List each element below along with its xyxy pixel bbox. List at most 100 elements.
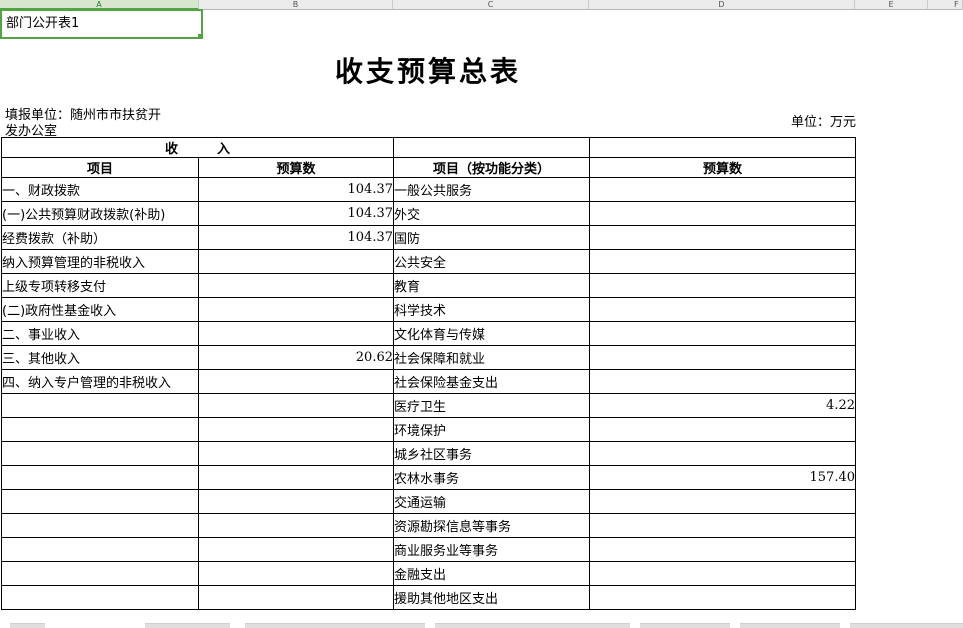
income-value-cell[interactable] xyxy=(198,273,394,298)
table-row: 援助其他地区支出 xyxy=(1,585,856,610)
income-item-cell[interactable] xyxy=(1,489,199,514)
expense-item-cell[interactable]: 城乡社区事务 xyxy=(393,441,590,466)
income-value-cell[interactable] xyxy=(198,321,394,346)
expense-value-cell[interactable] xyxy=(589,321,856,346)
section-header-empty-cell-2[interactable] xyxy=(589,137,856,158)
column-header-item[interactable]: 项目 xyxy=(1,157,199,178)
budget-table: 收 入 项目 预算数 项目（按功能分类） 预算数 一、财政拨款 104.37 一般公… xyxy=(1,137,856,610)
unit-note-cell[interactable]: 单位：万元 xyxy=(790,115,856,130)
income-item-cell[interactable] xyxy=(1,537,199,562)
income-item-cell[interactable] xyxy=(1,441,199,466)
expense-item-cell[interactable]: 资源勘探信息等事务 xyxy=(393,513,590,538)
income-item-cell[interactable]: 纳入预算管理的非税收入 xyxy=(1,249,199,274)
expense-value-cell[interactable] xyxy=(589,345,856,370)
bottom-strip-segment xyxy=(850,623,963,628)
expense-item-cell[interactable]: 文化体育与传媒 xyxy=(393,321,590,346)
expense-item-cell[interactable]: 医疗卫生 xyxy=(393,393,590,418)
table-column-header-row: 项目 预算数 项目（按功能分类） 预算数 xyxy=(1,157,856,178)
income-item-cell[interactable]: 二、事业收入 xyxy=(1,321,199,346)
expense-value-cell[interactable] xyxy=(589,561,856,586)
income-value-cell[interactable] xyxy=(198,441,394,466)
income-value-cell[interactable] xyxy=(198,297,394,322)
income-value-cell[interactable] xyxy=(198,585,394,610)
income-item-cell[interactable] xyxy=(1,561,199,586)
page-title[interactable]: 收支预算总表 xyxy=(334,55,521,88)
expense-item-cell[interactable]: 援助其他地区支出 xyxy=(393,585,590,610)
bottom-strip xyxy=(0,621,963,628)
income-value-cell[interactable] xyxy=(198,513,394,538)
income-value-cell[interactable]: 104.37 xyxy=(198,201,394,226)
expense-value-cell[interactable] xyxy=(589,297,856,322)
expense-item-cell[interactable]: 社会保障和就业 xyxy=(393,345,590,370)
expense-item-cell[interactable]: 商业服务业等事务 xyxy=(393,537,590,562)
income-item-cell[interactable]: 上级专项转移支付 xyxy=(1,273,199,298)
income-item-cell[interactable] xyxy=(1,465,199,490)
income-value-cell[interactable] xyxy=(198,561,394,586)
expense-value-cell[interactable] xyxy=(589,441,856,466)
expense-item-cell[interactable]: 公共安全 xyxy=(393,249,590,274)
cell-a1-selected[interactable]: 部门公开表1 xyxy=(0,9,203,39)
reporting-unit-cell[interactable]: 填报单位：随州市市扶贫开 发办公室 xyxy=(5,108,205,140)
expense-value-cell[interactable] xyxy=(589,417,856,442)
income-value-cell[interactable]: 104.37 xyxy=(198,177,394,202)
income-value-cell[interactable] xyxy=(198,489,394,514)
expense-value-cell[interactable] xyxy=(589,369,856,394)
income-item-cell[interactable] xyxy=(1,585,199,610)
column-header-E[interactable]: E xyxy=(855,0,928,10)
column-header-F[interactable]: F xyxy=(928,0,963,10)
income-item-cell[interactable]: 一、财政拨款 xyxy=(1,177,199,202)
expense-value-cell[interactable] xyxy=(589,537,856,562)
expense-item-cell[interactable]: 交通运输 xyxy=(393,489,590,514)
income-item-cell[interactable]: (二)政府性基金收入 xyxy=(1,297,199,322)
income-value-cell[interactable] xyxy=(198,249,394,274)
income-item-cell[interactable]: 四、纳入专户管理的非税收入 xyxy=(1,369,199,394)
expense-item-cell[interactable]: 环境保护 xyxy=(393,417,590,442)
bottom-strip-segment xyxy=(245,623,425,628)
section-header-income-cell[interactable]: 收 入 xyxy=(1,137,394,158)
table-row: 交通运输 xyxy=(1,489,856,514)
column-header-budget[interactable]: 预算数 xyxy=(198,157,394,178)
expense-item-cell[interactable]: 科学技术 xyxy=(393,297,590,322)
table-section-header-row: 收 入 xyxy=(1,137,856,158)
fill-handle[interactable] xyxy=(197,33,201,37)
income-item-cell[interactable]: 经费拨款（补助） xyxy=(1,225,199,250)
income-value-cell[interactable] xyxy=(198,369,394,394)
expense-value-cell[interactable] xyxy=(589,513,856,538)
income-value-cell[interactable]: 104.37 xyxy=(198,225,394,250)
table-row: 金融支出 xyxy=(1,561,856,586)
expense-item-cell[interactable]: 教育 xyxy=(393,273,590,298)
column-header-D[interactable]: D xyxy=(589,0,855,10)
expense-value-cell[interactable]: 4.22 xyxy=(589,393,856,418)
table-row: 城乡社区事务 xyxy=(1,441,856,466)
column-header-B[interactable]: B xyxy=(199,0,393,10)
income-value-cell[interactable] xyxy=(198,417,394,442)
column-header-item-functional[interactable]: 项目（按功能分类） xyxy=(393,157,590,178)
expense-value-cell[interactable] xyxy=(589,249,856,274)
section-header-empty-cell-1[interactable] xyxy=(393,137,590,158)
income-item-cell[interactable] xyxy=(1,417,199,442)
expense-value-cell[interactable] xyxy=(589,585,856,610)
income-item-cell[interactable]: (一)公共预算财政拨款(补助) xyxy=(1,201,199,226)
expense-value-cell[interactable] xyxy=(589,177,856,202)
income-value-cell[interactable] xyxy=(198,465,394,490)
expense-value-cell[interactable] xyxy=(589,273,856,298)
column-header-C[interactable]: C xyxy=(393,0,589,10)
expense-item-cell[interactable]: 国防 xyxy=(393,225,590,250)
income-item-cell[interactable] xyxy=(1,513,199,538)
expense-item-cell[interactable]: 农林水事务 xyxy=(393,465,590,490)
expense-value-cell[interactable] xyxy=(589,489,856,514)
expense-value-cell[interactable] xyxy=(589,225,856,250)
expense-value-cell[interactable] xyxy=(589,201,856,226)
column-header-budget-2[interactable]: 预算数 xyxy=(589,157,856,178)
expense-item-cell[interactable]: 社会保险基金支出 xyxy=(393,369,590,394)
income-value-cell[interactable] xyxy=(198,537,394,562)
reporting-unit-line2: 发办公室 xyxy=(5,124,58,139)
expense-item-cell[interactable]: 金融支出 xyxy=(393,561,590,586)
income-item-cell[interactable] xyxy=(1,393,199,418)
income-item-cell[interactable]: 三、其他收入 xyxy=(1,345,199,370)
expense-value-cell[interactable]: 157.40 xyxy=(589,465,856,490)
income-value-cell[interactable]: 20.62 xyxy=(198,345,394,370)
expense-item-cell[interactable]: 外交 xyxy=(393,201,590,226)
expense-item-cell[interactable]: 一般公共服务 xyxy=(393,177,590,202)
income-value-cell[interactable] xyxy=(198,393,394,418)
